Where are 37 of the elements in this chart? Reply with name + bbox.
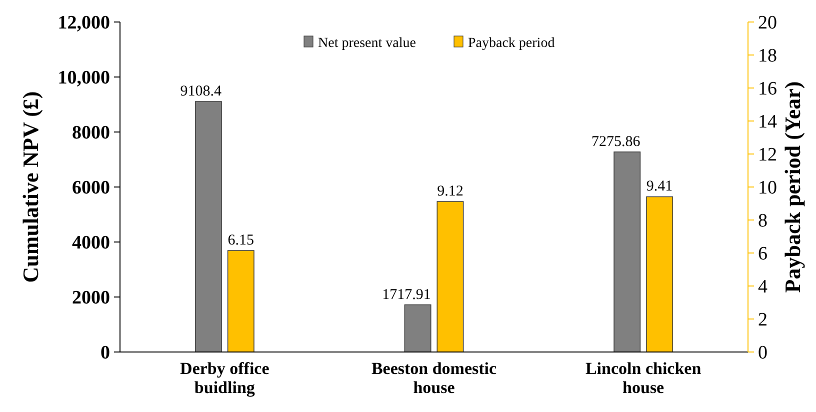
y2-tick-label: 20 bbox=[758, 12, 777, 34]
data-label: 9108.4 bbox=[180, 84, 222, 100]
y-tick-label: 0 bbox=[100, 342, 110, 364]
y2-axis-title: Payback period (Year) bbox=[780, 81, 805, 293]
y-tick-label: 6000 bbox=[72, 178, 110, 199]
y-axis-title: Cumulative NPV (£) bbox=[18, 91, 43, 283]
y-tick-label: 4000 bbox=[72, 232, 110, 254]
y2-tick-label: 2 bbox=[758, 310, 768, 331]
y2-tick-label: 14 bbox=[758, 112, 778, 133]
y2-tick-label: 8 bbox=[758, 210, 768, 232]
bar bbox=[404, 304, 432, 352]
y2-tick-label: 12 bbox=[758, 144, 777, 166]
y-tick-label: 2000 bbox=[72, 288, 110, 309]
y2-tick-label: 0 bbox=[758, 342, 768, 364]
y-tick-label: 12,000 bbox=[58, 12, 110, 34]
data-label: 6.15 bbox=[228, 232, 254, 249]
bar bbox=[227, 250, 254, 352]
legend-label: Payback period bbox=[468, 36, 555, 51]
y2-tick-label: 10 bbox=[758, 178, 777, 199]
bar bbox=[436, 201, 464, 352]
legend-label: Net present value bbox=[318, 36, 416, 51]
y-tick-label: 10,000 bbox=[58, 68, 110, 89]
bar bbox=[646, 196, 674, 352]
bar bbox=[614, 152, 641, 352]
y2-tick-label: 18 bbox=[758, 46, 777, 67]
x-tick-label: Derby office buidling bbox=[180, 359, 270, 397]
y2-tick-label: 6 bbox=[758, 244, 768, 265]
x-tick-label: Beeston domestic house bbox=[371, 359, 498, 397]
y2-tick-label: 4 bbox=[758, 276, 768, 298]
y2-tick-label: 16 bbox=[758, 78, 777, 100]
data-label: 1717.91 bbox=[382, 286, 431, 303]
data-label: 9.12 bbox=[437, 184, 464, 200]
data-label: 9.41 bbox=[646, 178, 673, 195]
x-tick-label: Lincoln chicken house bbox=[585, 359, 702, 397]
bar bbox=[194, 101, 222, 352]
y-tick-label: 8000 bbox=[72, 122, 110, 144]
data-label: 7275.86 bbox=[591, 134, 641, 150]
